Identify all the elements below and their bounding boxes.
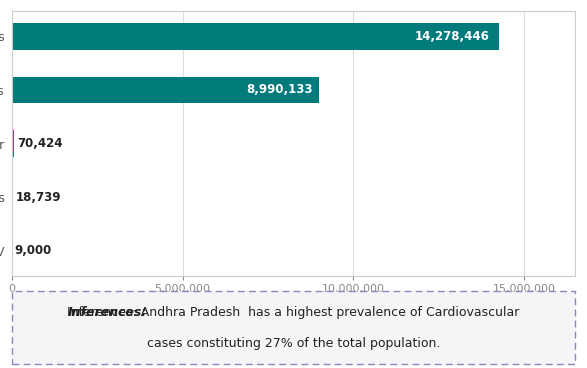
Text: 9,000: 9,000 [15, 244, 52, 257]
Text: 8,990,133: 8,990,133 [246, 84, 313, 96]
Text: Inferences: Andhra Pradesh  has a highest prevalence of Cardiovascular: Inferences: Andhra Pradesh has a highest… [68, 306, 519, 319]
Text: 70,424: 70,424 [17, 137, 62, 150]
Text: 18,739: 18,739 [15, 191, 60, 204]
Text: Inferences:: Inferences: [68, 306, 147, 319]
Bar [12, 23, 500, 50]
Bar [12, 130, 14, 157]
Bar [12, 77, 319, 103]
Text: 14,278,446: 14,278,446 [415, 30, 490, 43]
Text: cases constituting 27% of the total population.: cases constituting 27% of the total popu… [147, 337, 440, 350]
X-axis label: Total number of cases: Total number of cases [225, 300, 362, 313]
FancyBboxPatch shape [12, 291, 575, 364]
